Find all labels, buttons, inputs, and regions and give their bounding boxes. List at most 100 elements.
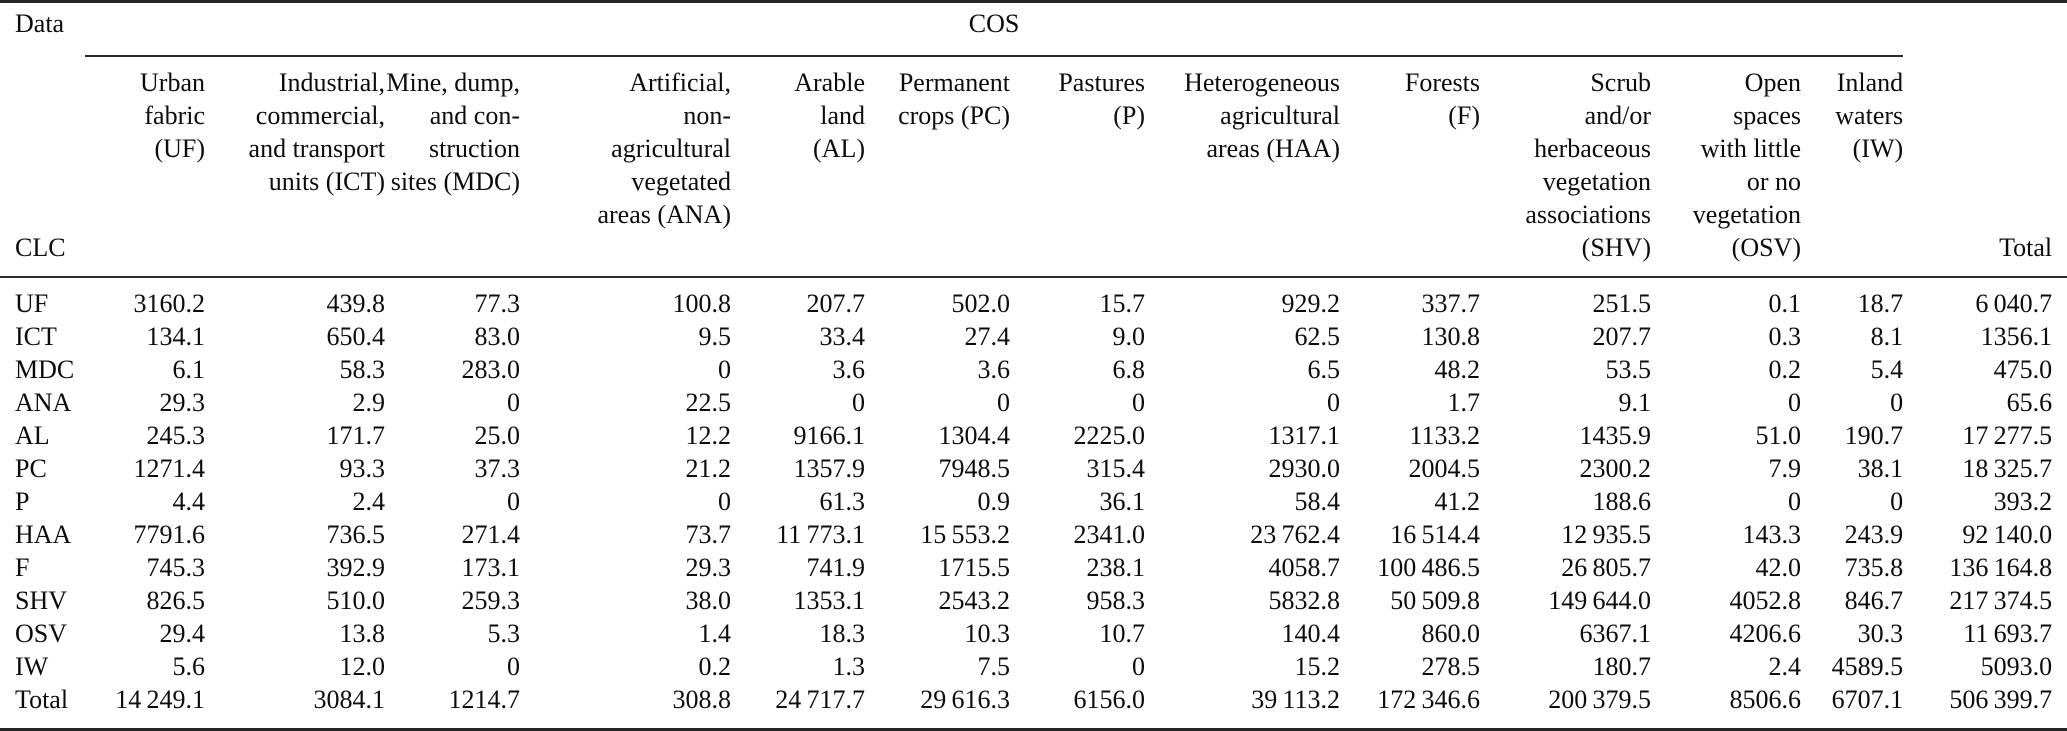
cell-p-uf: 4.4 xyxy=(172,487,206,516)
cell-al-haa: 1317.1 xyxy=(1268,421,1341,450)
col-header-al: Arable land (AL) xyxy=(731,56,865,278)
group-header-cos: COS xyxy=(85,1,1904,57)
cell-haa-total: 92 140.0 xyxy=(1962,520,2053,549)
row-label-al: AL xyxy=(15,421,50,450)
table-row-f: F 745.3 392.9 173.1 29.3 741.9 1715.5 238.1 4058… xyxy=(0,551,2067,584)
col-header-pc: Permanent crops (PC) xyxy=(865,56,1010,278)
cell-f-total: 136 164.8 xyxy=(1949,553,2053,582)
cell-mdc-shv: 53.5 xyxy=(1605,355,1652,384)
cell-al-total: 17 277.5 xyxy=(1962,421,2053,450)
cell-al-uf: 245.3 xyxy=(146,421,206,450)
cell-uf-osv: 0.1 xyxy=(1768,289,1802,318)
cell-iw-ana: 0.2 xyxy=(698,652,732,681)
cell-total-shv: 200 379.5 xyxy=(1548,685,1651,714)
cell-iw-mdc: 0 xyxy=(507,652,520,681)
cell-p-ana: 0 xyxy=(718,487,731,516)
table-row-uf: UF 3160.2 439.8 77.3 100.8 207.7 502.0 15.7 929.… xyxy=(0,277,2067,320)
cell-mdc-al: 3.6 xyxy=(832,355,866,384)
cell-pc-haa: 2930.0 xyxy=(1268,454,1341,483)
row-label-osv: OSV xyxy=(15,619,68,648)
cell-pc-mdc: 37.3 xyxy=(474,454,521,483)
cell-haa-haa: 23 762.4 xyxy=(1250,520,1340,549)
cell-uf-ict: 439.8 xyxy=(326,289,386,318)
cell-pc-osv: 7.9 xyxy=(1768,454,1802,483)
cell-pc-total: 18 325.7 xyxy=(1962,454,2053,483)
cell-ana-mdc: 0 xyxy=(507,388,520,417)
cell-osv-ana: 1.4 xyxy=(698,619,732,648)
cell-ict-ict: 650.4 xyxy=(326,322,386,351)
cell-osv-haa: 140.4 xyxy=(1281,619,1341,648)
cell-haa-uf: 7791.6 xyxy=(133,520,206,549)
cell-iw-osv: 2.4 xyxy=(1768,652,1802,681)
cell-f-osv: 42.0 xyxy=(1755,553,1802,582)
cell-uf-shv: 251.5 xyxy=(1592,289,1652,318)
cell-ana-osv: 0 xyxy=(1788,388,1801,417)
cell-pc-f: 2004.5 xyxy=(1408,454,1481,483)
cell-pc-ana: 21.2 xyxy=(685,454,732,483)
cell-ict-haa: 62.5 xyxy=(1294,322,1341,351)
row-label-f: F xyxy=(15,553,30,582)
column-header-row: CLC Urban fabric (UF) Industrial, commer… xyxy=(0,56,2067,278)
cell-iw-shv: 180.7 xyxy=(1592,652,1652,681)
cell-ana-total: 65.6 xyxy=(2006,388,2053,417)
cell-osv-shv: 6367.1 xyxy=(1579,619,1652,648)
cell-shv-shv: 149 644.0 xyxy=(1548,586,1651,615)
cell-ana-shv: 9.1 xyxy=(1618,388,1652,417)
cell-total-uf: 14 249.1 xyxy=(115,685,205,714)
cell-osv-uf: 29.4 xyxy=(159,619,206,648)
cell-uf-haa: 929.2 xyxy=(1281,289,1341,318)
cell-uf-p: 15.7 xyxy=(1099,289,1146,318)
cell-total-haa: 39 113.2 xyxy=(1251,685,1340,714)
cell-iw-f: 278.5 xyxy=(1421,652,1481,681)
table-row-al: AL 245.3 171.7 25.0 12.2 9166.1 1304.4 2225.0 13… xyxy=(0,419,2067,452)
cell-uf-al: 207.7 xyxy=(806,289,866,318)
cell-ict-shv: 207.7 xyxy=(1592,322,1652,351)
cell-haa-ana: 73.7 xyxy=(685,520,732,549)
cell-al-al: 9166.1 xyxy=(793,421,866,450)
cell-osv-total: 11 693.7 xyxy=(1963,619,2053,648)
cell-ana-al: 0 xyxy=(852,388,865,417)
cell-shv-iw: 846.7 xyxy=(1844,586,1904,615)
cell-shv-pc: 2543.2 xyxy=(938,586,1011,615)
cell-al-iw: 190.7 xyxy=(1844,421,1904,450)
col-header-osv: Open spaces with little or no vegetation… xyxy=(1651,56,1801,278)
cell-osv-f: 860.0 xyxy=(1421,619,1481,648)
cell-p-pc: 0.9 xyxy=(977,487,1011,516)
cell-iw-total: 5093.0 xyxy=(1980,652,2053,681)
cell-iw-haa: 15.2 xyxy=(1294,652,1341,681)
cell-iw-ict: 12.0 xyxy=(339,652,386,681)
cell-haa-iw: 243.9 xyxy=(1844,520,1904,549)
cell-al-p: 2225.0 xyxy=(1073,421,1146,450)
cell-ana-pc: 0 xyxy=(997,388,1010,417)
cell-al-shv: 1435.9 xyxy=(1579,421,1652,450)
cell-p-iw: 0 xyxy=(1890,487,1904,516)
cell-mdc-total: 475.0 xyxy=(1993,355,2053,384)
cell-total-f: 172 346.6 xyxy=(1377,685,1480,714)
cell-mdc-iw: 5.4 xyxy=(1870,355,1904,384)
table-row-mdc: MDC 6.1 58.3 283.0 0 3.6 3.6 6.8 6.5 48.2 53.5 0.2 5… xyxy=(0,353,2067,386)
cell-uf-total: 6 040.7 xyxy=(1975,289,2053,318)
cell-ict-uf: 134.1 xyxy=(146,322,206,351)
cell-pc-ict: 93.3 xyxy=(339,454,386,483)
cell-pc-pc: 7948.5 xyxy=(938,454,1011,483)
cell-total-iw: 6707.1 xyxy=(1831,685,1904,714)
cell-ict-p: 9.0 xyxy=(1112,322,1146,351)
cell-shv-uf: 826.5 xyxy=(146,586,206,615)
cell-mdc-f: 48.2 xyxy=(1434,355,1481,384)
cell-uf-iw: 18.7 xyxy=(1857,289,1904,318)
corner-label-clc: CLC xyxy=(0,56,85,278)
cell-al-mdc: 25.0 xyxy=(474,421,521,450)
cell-f-f: 100 486.5 xyxy=(1377,553,1480,582)
cell-ana-ict: 2.9 xyxy=(352,388,386,417)
cell-uf-pc: 502.0 xyxy=(951,289,1011,318)
cell-p-shv: 188.6 xyxy=(1592,487,1652,516)
cell-total-osv: 8506.6 xyxy=(1729,685,1802,714)
cell-shv-total: 217 374.5 xyxy=(1949,586,2053,615)
cell-f-p: 238.1 xyxy=(1086,553,1146,582)
cell-shv-ict: 510.0 xyxy=(326,586,386,615)
table-row-ict: ICT 134.1 650.4 83.0 9.5 33.4 27.4 9.0 62.5 130.8… xyxy=(0,320,2067,353)
cell-mdc-mdc: 283.0 xyxy=(461,355,521,384)
cell-ict-mdc: 83.0 xyxy=(474,322,521,351)
row-label-iw: IW xyxy=(15,652,49,681)
